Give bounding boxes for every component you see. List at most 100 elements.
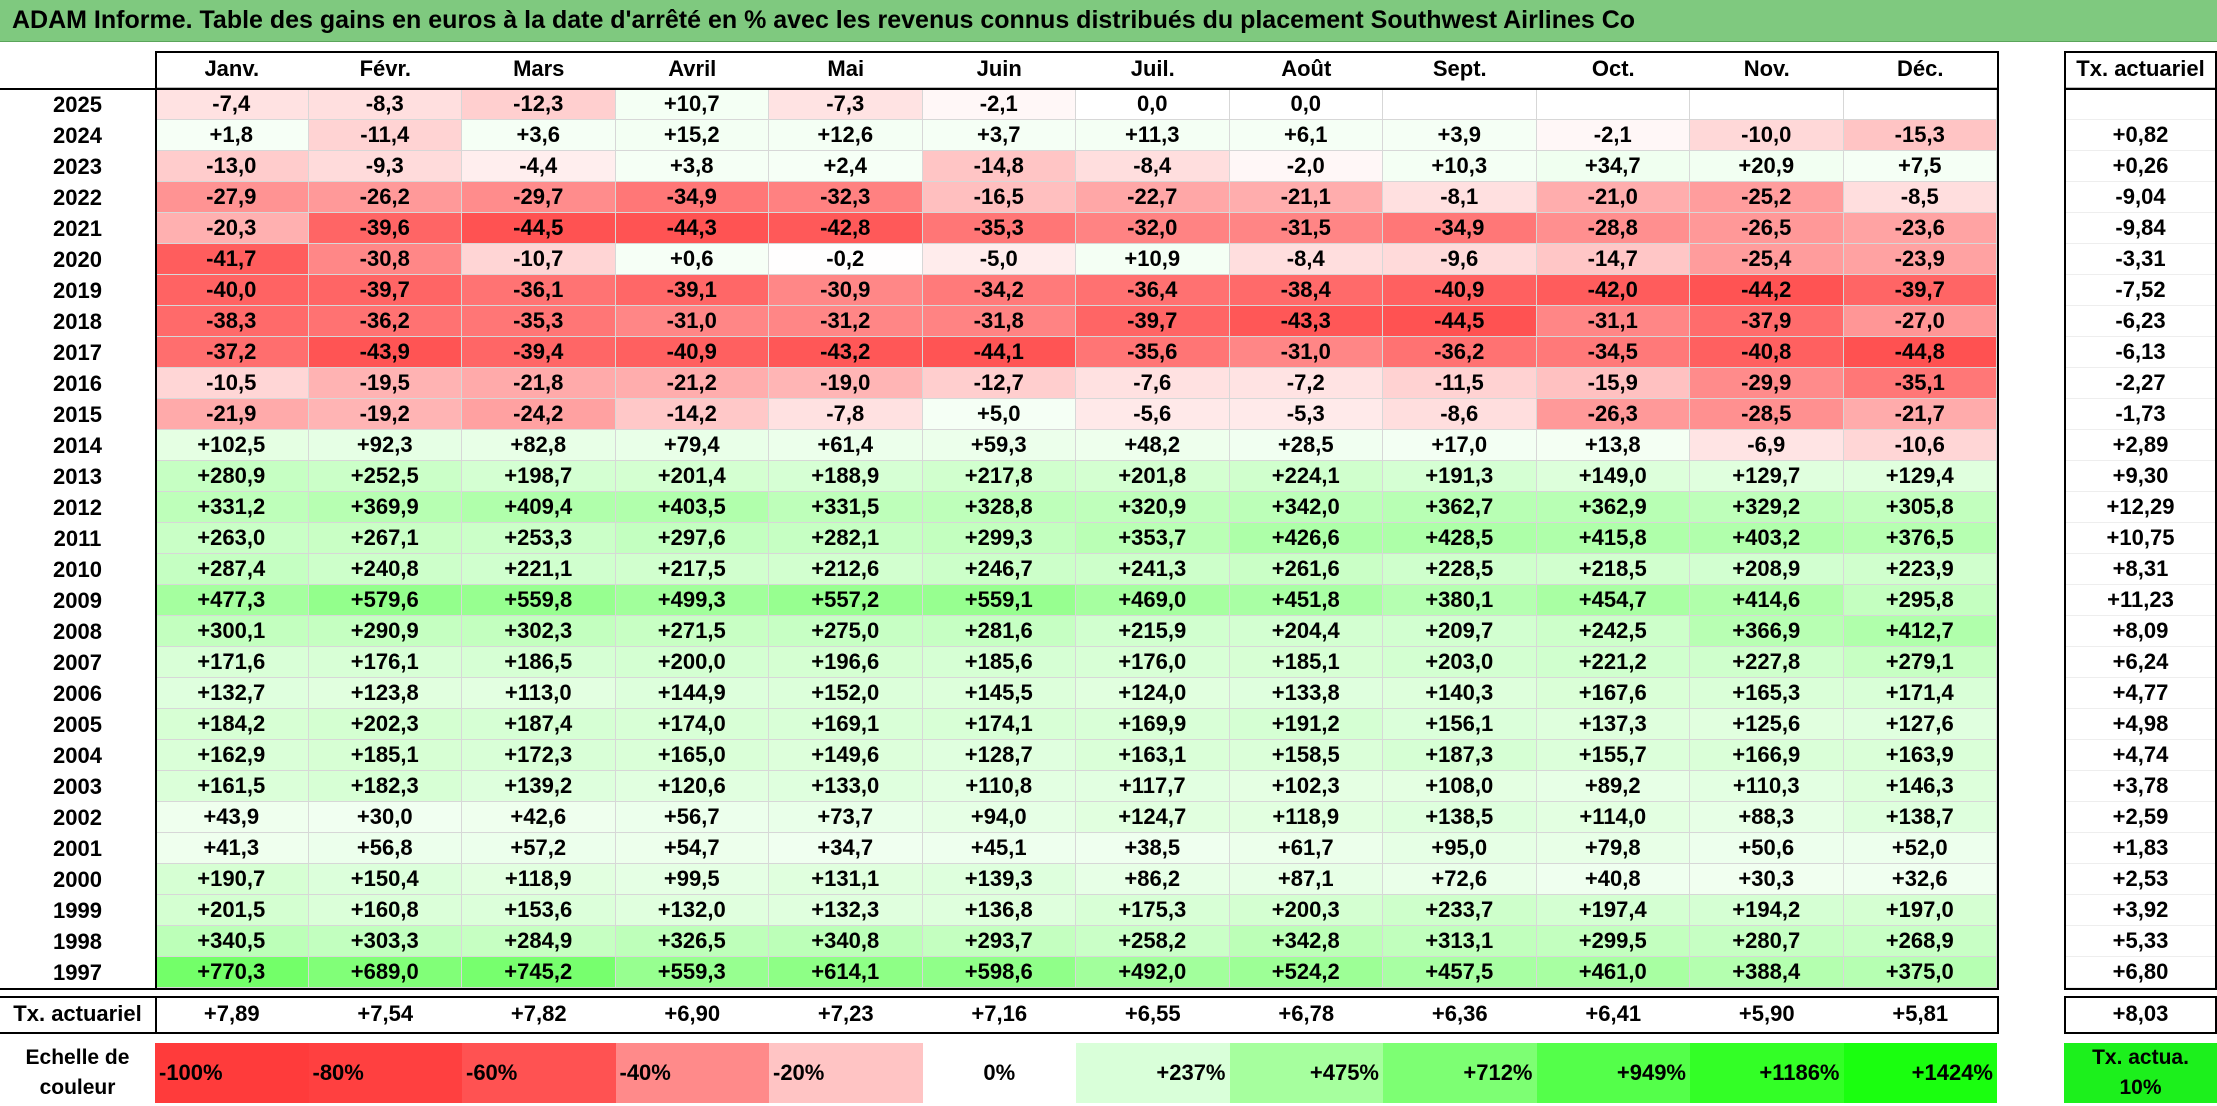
table-cell: +132,7 — [155, 678, 309, 709]
row-rate: +12,29 — [2064, 492, 2217, 523]
table-cell: -44,8 — [1843, 337, 1997, 368]
table-cell: +152,0 — [769, 678, 923, 709]
table-cell: +50,6 — [1690, 833, 1844, 864]
table-cell: +469,0 — [1076, 585, 1230, 616]
table-cell: +169,9 — [1076, 709, 1230, 740]
table-cell: +426,6 — [1229, 523, 1383, 554]
table-cell: -7,6 — [1076, 368, 1230, 399]
table-cell: +362,9 — [1536, 492, 1690, 523]
year-label: 2003 — [53, 773, 102, 799]
table-cell: -8,4 — [1229, 244, 1383, 275]
table-cell: +82,8 — [462, 430, 616, 461]
table-cell: +34,7 — [769, 833, 923, 864]
table-cell: +3,7 — [922, 120, 1076, 151]
table-cell: +197,0 — [1843, 895, 1997, 926]
row-rate: +6,80 — [2064, 957, 2217, 988]
table-cell: +242,5 — [1536, 616, 1690, 647]
row-rate: +3,92 — [2064, 895, 2217, 926]
table-cell: -43,2 — [769, 337, 923, 368]
summary-label: Tx. actuariel — [13, 1001, 142, 1026]
table-cell: -12,3 — [462, 89, 616, 120]
table-cell — [1383, 89, 1537, 120]
table-cell: -9,6 — [1383, 244, 1537, 275]
table-cell: +118,9 — [462, 864, 616, 895]
table-cell: +275,0 — [769, 616, 923, 647]
year-label: 2006 — [53, 680, 102, 706]
month-header: Avril — [615, 51, 769, 88]
table-cell: +198,7 — [462, 461, 616, 492]
summary-cell: +6,36 — [1431, 1001, 1488, 1026]
table-cell: +40,8 — [1536, 864, 1690, 895]
summary-border — [2064, 996, 2217, 998]
row-rate: +5,33 — [2064, 926, 2217, 957]
table-cell: +240,8 — [308, 554, 462, 585]
table-cell: +200,0 — [615, 647, 769, 678]
table-cell: +110,3 — [1690, 771, 1844, 802]
table-cell: -43,9 — [308, 337, 462, 368]
table-cell: -19,0 — [769, 368, 923, 399]
table-cell: +186,5 — [462, 647, 616, 678]
table-cell: +167,6 — [1536, 678, 1690, 709]
table-cell: +12,6 — [769, 120, 923, 151]
table-cell: -22,7 — [1076, 182, 1230, 213]
row-rate: -6,23 — [2064, 306, 2217, 337]
year-label: 2020 — [53, 246, 102, 272]
table-border — [1997, 51, 1999, 988]
rate-border — [2064, 51, 2217, 53]
scale-step: -80% — [308, 1043, 462, 1103]
scale-step: +949% — [1536, 1043, 1690, 1103]
table-cell: +160,8 — [308, 895, 462, 926]
table-cell: +228,5 — [1383, 554, 1537, 585]
table-cell: -13,0 — [155, 151, 309, 182]
table-cell: +559,3 — [615, 957, 769, 988]
year-label: 2014 — [53, 432, 102, 458]
table-cell: +149,0 — [1536, 461, 1690, 492]
table-cell: -15,3 — [1843, 120, 1997, 151]
table-cell: +299,5 — [1536, 926, 1690, 957]
table-cell: -36,2 — [308, 306, 462, 337]
table-cell: +353,7 — [1076, 523, 1230, 554]
rate-border — [2064, 51, 2066, 988]
table-cell: +185,1 — [308, 740, 462, 771]
table-cell: +326,5 — [615, 926, 769, 957]
row-rate: +6,24 — [2064, 647, 2217, 678]
table-cell: -0,2 — [769, 244, 923, 275]
table-cell: +132,3 — [769, 895, 923, 926]
table-cell: -21,9 — [155, 399, 309, 430]
table-cell: -11,4 — [308, 120, 462, 151]
table-cell: +388,4 — [1690, 957, 1844, 988]
table-cell: +88,3 — [1690, 802, 1844, 833]
table-cell: -29,7 — [462, 182, 616, 213]
row-rate: -3,31 — [2064, 244, 2217, 275]
table-cell: -23,6 — [1843, 213, 1997, 244]
table-cell: -14,7 — [1536, 244, 1690, 275]
table-cell: -10,7 — [462, 244, 616, 275]
table-cell: +375,0 — [1843, 957, 1997, 988]
table-cell: +161,5 — [155, 771, 309, 802]
table-cell: +295,8 — [1843, 585, 1997, 616]
row-rate — [2064, 89, 2217, 120]
table-cell: +302,3 — [462, 616, 616, 647]
summary-cell: +5,90 — [1738, 1001, 1795, 1026]
table-cell: -36,2 — [1383, 337, 1537, 368]
table-cell: -21,1 — [1229, 182, 1383, 213]
table-cell: +79,8 — [1536, 833, 1690, 864]
table-cell: +61,7 — [1229, 833, 1383, 864]
table-cell: +221,2 — [1536, 647, 1690, 678]
table-cell: +201,5 — [155, 895, 309, 926]
table-cell: -30,8 — [308, 244, 462, 275]
table-cell: +267,1 — [308, 523, 462, 554]
table-cell: -38,3 — [155, 306, 309, 337]
table-cell: +144,9 — [615, 678, 769, 709]
table-cell: +477,3 — [155, 585, 309, 616]
table-cell: -39,7 — [1843, 275, 1997, 306]
table-cell: +412,7 — [1843, 616, 1997, 647]
table-cell: +329,2 — [1690, 492, 1844, 523]
table-cell: -42,8 — [769, 213, 923, 244]
table-cell: -26,3 — [1536, 399, 1690, 430]
scale-step: -20% — [769, 1043, 923, 1103]
table-cell: -44,1 — [922, 337, 1076, 368]
table-cell: +287,4 — [155, 554, 309, 585]
table-cell: -8,1 — [1383, 182, 1537, 213]
table-cell: +129,4 — [1843, 461, 1997, 492]
